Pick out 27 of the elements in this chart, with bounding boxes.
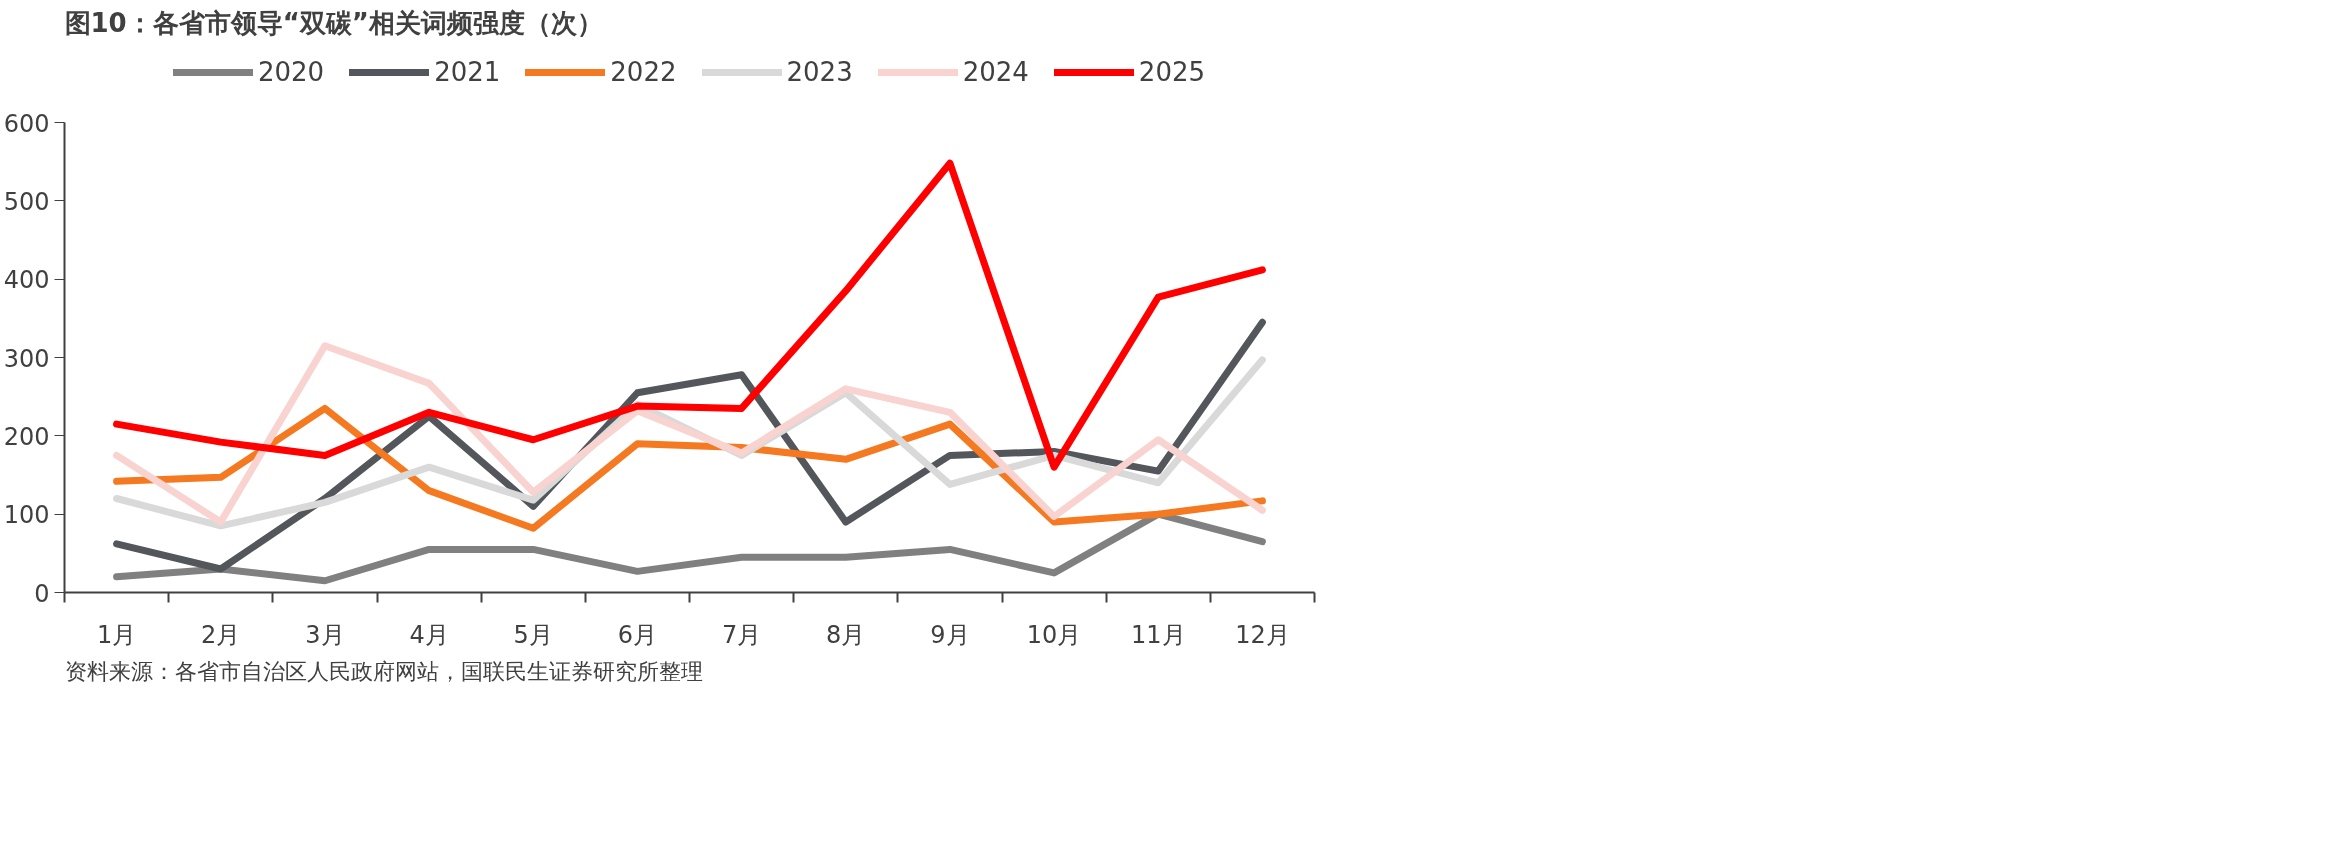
legend-label: 2020 [257, 57, 325, 87]
y-tick-label: 300 [3, 344, 50, 373]
text: 资料来源：各省市自治区人民政府网站，国联民生证券研究所整理 [64, 658, 703, 684]
x-tick-label: 2月 [201, 620, 241, 649]
x-tick-label: 3月 [305, 620, 345, 649]
x-tick-label: 11月 [1130, 620, 1186, 649]
legend-label: 2021 [434, 57, 501, 87]
x-tick-label: 8月 [826, 620, 866, 649]
y-tick-label: 400 [3, 266, 50, 295]
legend-label: 2022 [610, 57, 677, 87]
x-tick-label: 12月 [1235, 620, 1290, 649]
y-tick-label: 200 [3, 422, 50, 451]
y-tick-label: 600 [3, 109, 50, 138]
chart-title: 图10：各省市领导“双碳”相关词频强度（次） [64, 7, 603, 38]
x-tick-label: 9月 [930, 620, 970, 649]
x-tick-label: 10月 [1026, 620, 1082, 649]
x-tick-label: 1月 [96, 620, 137, 649]
legend-label: 2025 [1138, 57, 1206, 87]
x-tick-label: 4月 [409, 620, 449, 649]
y-tick-label: 0 [34, 579, 50, 608]
y-tick-label: 500 [3, 187, 50, 216]
legend-label: 2023 [786, 57, 853, 87]
legend-label: 2024 [962, 57, 1029, 87]
x-tick-label: 5月 [513, 620, 553, 649]
x-tick-label: 6月 [617, 620, 658, 649]
y-tick-label: 100 [3, 501, 50, 530]
x-tick-label: 7月 [721, 620, 762, 649]
